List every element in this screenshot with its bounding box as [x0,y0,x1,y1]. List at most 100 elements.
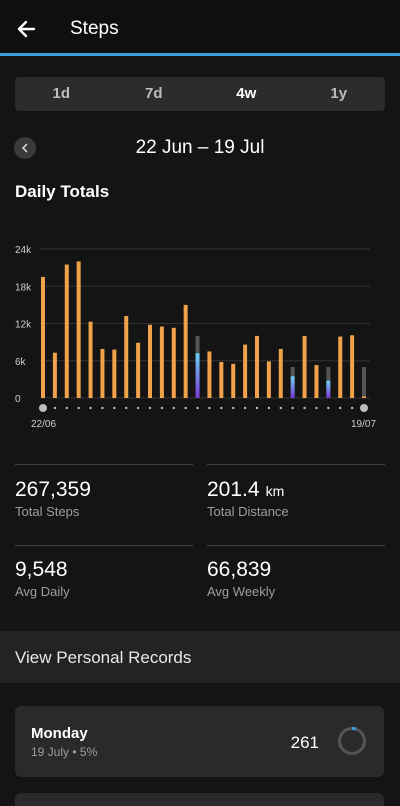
step-bar [148,324,152,398]
step-bar [338,336,343,398]
x-axis-dot [53,406,57,410]
step-bar [278,348,283,398]
arrow-left-icon [17,20,36,38]
tab-7d[interactable]: 7d [144,85,163,102]
day-name: Monday [31,725,88,742]
avg-weekly-value: 66,839 [207,558,272,581]
previous-period-button[interactable] [14,137,36,159]
step-bar [302,335,307,398]
y-tick-label: 0 [15,394,21,405]
records-label: View Personal Records [15,648,192,667]
step-bar [159,326,164,398]
divider [15,464,193,465]
tab-1d[interactable]: 1d [52,85,70,102]
x-axis-dot [315,406,318,410]
y-tick-label: 6k [15,357,27,368]
total-steps-value: 267,359 [15,478,91,501]
x-axis-dot [136,406,140,410]
step-bar [326,380,331,398]
divider [15,545,193,546]
total-steps-label: Total Steps [15,504,80,519]
step-bar [100,348,105,398]
step-bar [290,376,295,398]
daily-steps-chart: 0 6k 12k 18k 24k 22/06 19/07 [15,245,376,430]
x-axis-dot [89,406,92,410]
total-distance-label: Total Distance [207,504,289,519]
day-summary-card[interactable]: Monday 19 July • 5% 261 [15,706,384,777]
step-bar [76,261,81,398]
app-header: Steps [0,0,400,56]
x-axis-dot [65,406,68,410]
step-bar [219,361,224,398]
back-button[interactable] [14,15,42,43]
x-axis-dot [184,406,187,410]
x-axis-dot [208,406,211,410]
x-axis-dot [243,406,247,410]
step-bar [183,304,188,398]
x-axis-dot [232,406,235,410]
day-steps: 261 [290,733,319,752]
ring-fill [338,727,366,755]
x-axis-endpoint [39,404,47,412]
x-axis-dot [350,406,354,410]
x-axis-dot [291,406,294,410]
divider [207,545,385,546]
period-tabs: 1d 7d 4w 1y [15,77,385,111]
y-tick-label: 18k [15,282,32,293]
x-axis-dot [279,406,282,410]
x-axis-dot [125,406,128,410]
step-bar [88,321,93,398]
page-title: Steps [70,18,119,39]
x-axis-dot [160,406,164,410]
step-bar [124,316,129,398]
x-axis-dot [255,406,259,410]
step-bar [350,335,355,398]
x-axis-dot [77,406,80,410]
step-bar [41,276,45,398]
x-axis-dot [148,406,152,410]
x-axis-dot [101,406,104,410]
x-axis-dot [267,406,271,410]
divider [207,464,385,465]
step-bar [207,351,212,398]
step-bar [362,396,366,398]
step-bar [64,264,69,398]
x-end-label: 19/07 [351,419,376,430]
step-bar [52,352,57,398]
step-bar [266,361,271,398]
x-axis-dot [172,406,175,410]
x-axis-dot [327,406,330,410]
x-axis-dot [220,406,223,410]
view-personal-records-button[interactable]: View Personal Records [0,631,400,683]
avg-daily-label: Avg Daily [15,584,70,599]
step-bar [112,349,117,398]
step-bar [171,327,176,398]
y-tick-label: 12k [15,320,32,331]
step-bar [195,353,200,398]
step-bar [136,342,141,398]
x-axis-dot [196,406,199,410]
chevron-left-icon [21,143,28,153]
y-tick-label: 24k [15,245,32,256]
day-subtitle: 19 July • 5% [31,745,98,759]
step-bar [231,363,236,398]
avg-weekly-label: Avg Weekly [207,584,276,599]
total-distance-value: 201.4 km [207,478,285,501]
x-axis-dot [113,406,116,410]
step-bar [314,365,319,398]
date-range-label: 22 Jun – 19 Jul [135,137,265,158]
goal-bar [362,366,366,398]
avg-daily-value: 9,548 [15,558,68,581]
step-bar [243,344,248,398]
section-title: Daily Totals [15,182,110,201]
goal-progress-ring [338,727,366,755]
x-start-label: 22/06 [31,419,56,430]
day-summary-card[interactable] [15,793,384,806]
distance-unit: km [265,483,285,499]
tab-4w[interactable]: 4w [236,85,257,102]
x-axis-dot [303,406,306,410]
tab-1y[interactable]: 1y [330,85,348,102]
x-axis-dot [339,406,342,410]
ring-track [338,727,366,755]
x-axis-endpoint [360,404,368,412]
